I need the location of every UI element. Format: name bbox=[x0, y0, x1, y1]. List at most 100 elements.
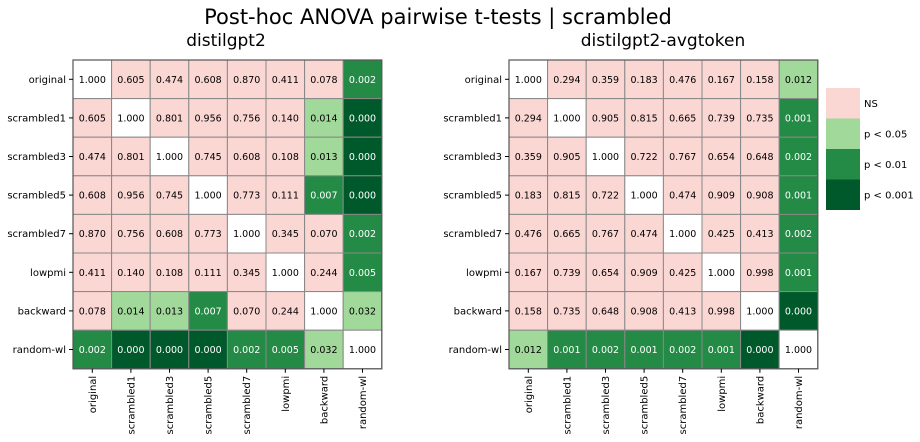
heatmap-cell bbox=[662, 213, 703, 254]
cell-value-label: 1.000 bbox=[746, 306, 773, 317]
cell-value-label: 0.648 bbox=[746, 152, 773, 163]
heatmap-cell bbox=[585, 291, 626, 331]
heatmap-cell bbox=[226, 175, 267, 215]
cell-value-label: 0.070 bbox=[233, 306, 260, 317]
heatmap-cell bbox=[585, 175, 626, 215]
cell-value-label: 0.000 bbox=[746, 345, 773, 356]
heatmap-cell bbox=[585, 329, 626, 370]
cell-value-label: 0.014 bbox=[310, 113, 337, 124]
cell-value-label: 0.359 bbox=[592, 75, 619, 86]
x-tick-label: lowpmi bbox=[717, 376, 728, 412]
cell-value-label: 0.745 bbox=[194, 152, 221, 163]
heatmap-cell bbox=[188, 98, 228, 138]
cell-value-label: 0.158 bbox=[746, 75, 773, 86]
heatmap-cell bbox=[778, 59, 819, 100]
heatmap-cell bbox=[585, 213, 626, 254]
cell-value-label: 0.000 bbox=[349, 152, 376, 163]
cell-value-label: 0.773 bbox=[194, 229, 221, 240]
x-tick-label: backward bbox=[755, 376, 766, 424]
cell-value-label: 1.000 bbox=[194, 191, 221, 202]
heatmap-cell bbox=[149, 291, 190, 331]
cell-value-label: 0.474 bbox=[79, 152, 106, 163]
cell-value-label: 0.359 bbox=[515, 152, 542, 163]
cell-value-label: 1.000 bbox=[349, 345, 376, 356]
heatmap-cell bbox=[547, 329, 587, 370]
cell-value-label: 1.000 bbox=[708, 268, 735, 279]
cell-value-label: 1.000 bbox=[553, 113, 580, 124]
legend-swatch bbox=[826, 149, 860, 180]
heatmap-cell bbox=[624, 136, 664, 177]
cell-value-label: 0.167 bbox=[708, 75, 735, 86]
cell-value-label: 0.908 bbox=[630, 306, 657, 317]
cell-value-label: 0.001 bbox=[553, 345, 580, 356]
heatmap-cell bbox=[778, 252, 819, 293]
cell-value-label: 0.998 bbox=[746, 268, 773, 279]
cell-value-label: 0.735 bbox=[553, 306, 580, 317]
y-tick-label: backward bbox=[454, 306, 502, 317]
cell-value-label: 0.608 bbox=[194, 75, 221, 86]
heatmap-cell bbox=[624, 213, 664, 254]
x-tick-label: lowpmi bbox=[281, 376, 292, 412]
cell-value-label: 0.474 bbox=[630, 229, 657, 240]
cell-value-label: 0.013 bbox=[156, 306, 183, 317]
heatmap-cell bbox=[342, 59, 383, 100]
cell-value-label: 0.294 bbox=[553, 75, 580, 86]
heatmap-cell bbox=[226, 213, 267, 254]
y-tick-label: lowpmi bbox=[30, 268, 66, 279]
heatmap-frame bbox=[72, 59, 383, 370]
cell-value-label: 0.012 bbox=[515, 345, 542, 356]
cell-value-label: 0.739 bbox=[708, 113, 735, 124]
cell-value-label: 0.815 bbox=[553, 191, 580, 202]
cell-value-label: 0.908 bbox=[746, 191, 773, 202]
cell-value-label: 0.032 bbox=[310, 345, 337, 356]
heatmap-cell bbox=[265, 291, 306, 331]
cell-value-label: 0.032 bbox=[349, 306, 376, 317]
x-tick-label: scrambled5 bbox=[640, 376, 651, 435]
cell-value-label: 0.608 bbox=[79, 191, 106, 202]
cell-value-label: 0.012 bbox=[785, 75, 812, 86]
cell-value-label: 0.425 bbox=[708, 229, 735, 240]
cell-value-label: 0.158 bbox=[515, 306, 542, 317]
heatmap-frame bbox=[508, 59, 819, 370]
legend-label: NS bbox=[864, 99, 878, 110]
cell-value-label: 0.870 bbox=[233, 75, 260, 86]
cell-value-label: 0.111 bbox=[194, 268, 221, 279]
cell-value-label: 0.767 bbox=[592, 229, 619, 240]
heatmap-cell bbox=[226, 291, 267, 331]
cell-value-label: 0.007 bbox=[194, 306, 221, 317]
cell-value-label: 0.648 bbox=[592, 306, 619, 317]
y-tick-label: original bbox=[465, 75, 502, 86]
heatmap-cell bbox=[740, 136, 780, 177]
cell-value-label: 0.002 bbox=[233, 345, 260, 356]
cell-value-label: 0.605 bbox=[117, 75, 144, 86]
cell-value-label: 1.000 bbox=[117, 113, 144, 124]
heatmap-cell bbox=[304, 175, 344, 215]
cell-value-label: 0.001 bbox=[785, 191, 812, 202]
cell-value-label: 0.001 bbox=[630, 345, 657, 356]
heatmap-cell bbox=[624, 329, 664, 370]
heatmap-cell bbox=[342, 291, 383, 331]
cell-value-label: 0.000 bbox=[194, 345, 221, 356]
heatmap-cell bbox=[740, 59, 780, 100]
x-tick-label: random-wl bbox=[794, 376, 805, 429]
cell-value-label: 0.108 bbox=[156, 268, 183, 279]
cell-value-label: 0.476 bbox=[669, 75, 696, 86]
heatmap-panel-1: distilgpt2 1.000 0.605 0.474 0.608 0.870 0.411… bbox=[7, 31, 383, 434]
heatmap-cell bbox=[547, 291, 587, 331]
heatmap-cell bbox=[585, 98, 626, 138]
cell-value-label: 1.000 bbox=[310, 306, 337, 317]
heatmap-cell bbox=[547, 59, 587, 100]
cell-value-label: 0.654 bbox=[592, 268, 619, 279]
cell-value-label: 0.767 bbox=[669, 152, 696, 163]
heatmap-cell bbox=[342, 252, 383, 293]
cell-value-label: 0.005 bbox=[349, 268, 376, 279]
cell-value-label: 1.000 bbox=[630, 191, 657, 202]
cell-value-label: 0.244 bbox=[272, 306, 299, 317]
cell-value-label: 0.140 bbox=[117, 268, 144, 279]
heatmap-cell bbox=[111, 136, 151, 177]
cell-value-label: 0.801 bbox=[117, 152, 144, 163]
heatmap-cell bbox=[265, 98, 306, 138]
cell-value-label: 0.244 bbox=[310, 268, 337, 279]
cell-value-label: 0.001 bbox=[785, 268, 812, 279]
heatmap-cell bbox=[265, 252, 306, 293]
